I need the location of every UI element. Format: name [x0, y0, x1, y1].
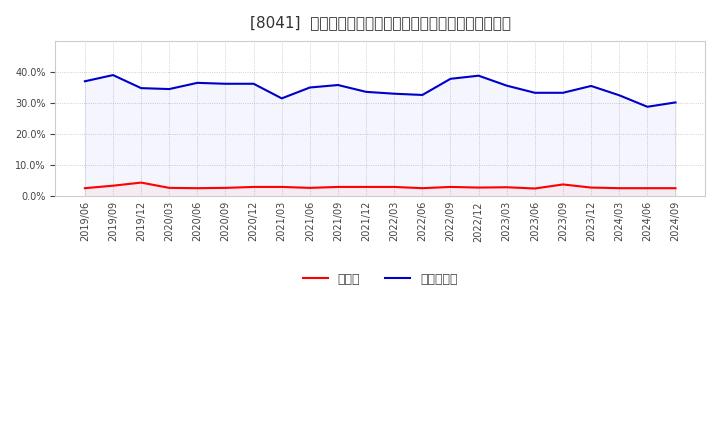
- 有利子負債: [418, 92, 427, 98]
- 有利子負債: [109, 73, 117, 78]
- 有利子負債: [277, 96, 286, 101]
- 現預金: [193, 186, 202, 191]
- 有利子負債: [137, 85, 145, 91]
- Legend: 現預金, 有利子負債: 現預金, 有利子負債: [297, 268, 463, 291]
- 現預金: [390, 184, 399, 190]
- 有利子負債: [305, 85, 314, 90]
- 有利子負債: [671, 100, 680, 105]
- 現預金: [474, 185, 483, 190]
- 有利子負債: [474, 73, 483, 78]
- 現預金: [503, 185, 511, 190]
- 現預金: [643, 186, 652, 191]
- 現預金: [277, 184, 286, 190]
- 現預金: [137, 180, 145, 185]
- Title: [8041]  現預金、有利子負債の総資産に対する比率の推移: [8041] 現預金、有利子負債の総資産に対する比率の推移: [250, 15, 510, 30]
- 有利子負債: [615, 93, 624, 98]
- 有利子負債: [249, 81, 258, 86]
- 有利子負債: [390, 91, 399, 96]
- Line: 現預金: 現預金: [85, 183, 675, 188]
- 現預金: [249, 184, 258, 190]
- Line: 有利子負債: 有利子負債: [85, 75, 675, 107]
- 現預金: [615, 186, 624, 191]
- 有利子負債: [559, 90, 567, 95]
- 有利子負債: [643, 104, 652, 110]
- 有利子負債: [361, 89, 370, 95]
- 有利子負債: [193, 80, 202, 85]
- 有利子負債: [221, 81, 230, 86]
- 有利子負債: [587, 83, 595, 88]
- 現預金: [671, 186, 680, 191]
- 現預金: [587, 185, 595, 190]
- 現預金: [333, 184, 342, 190]
- 現預金: [109, 183, 117, 188]
- 現預金: [559, 182, 567, 187]
- 現預金: [446, 184, 455, 190]
- 有利子負債: [446, 76, 455, 81]
- 有利子負債: [503, 83, 511, 88]
- 現預金: [81, 186, 89, 191]
- 有利子負債: [531, 90, 539, 95]
- 現預金: [305, 185, 314, 191]
- 現預金: [531, 186, 539, 191]
- 現預金: [221, 185, 230, 191]
- 有利子負債: [81, 79, 89, 84]
- 有利子負債: [333, 82, 342, 88]
- 現預金: [165, 185, 174, 191]
- 現預金: [418, 186, 427, 191]
- 現預金: [361, 184, 370, 190]
- 有利子負債: [165, 86, 174, 92]
